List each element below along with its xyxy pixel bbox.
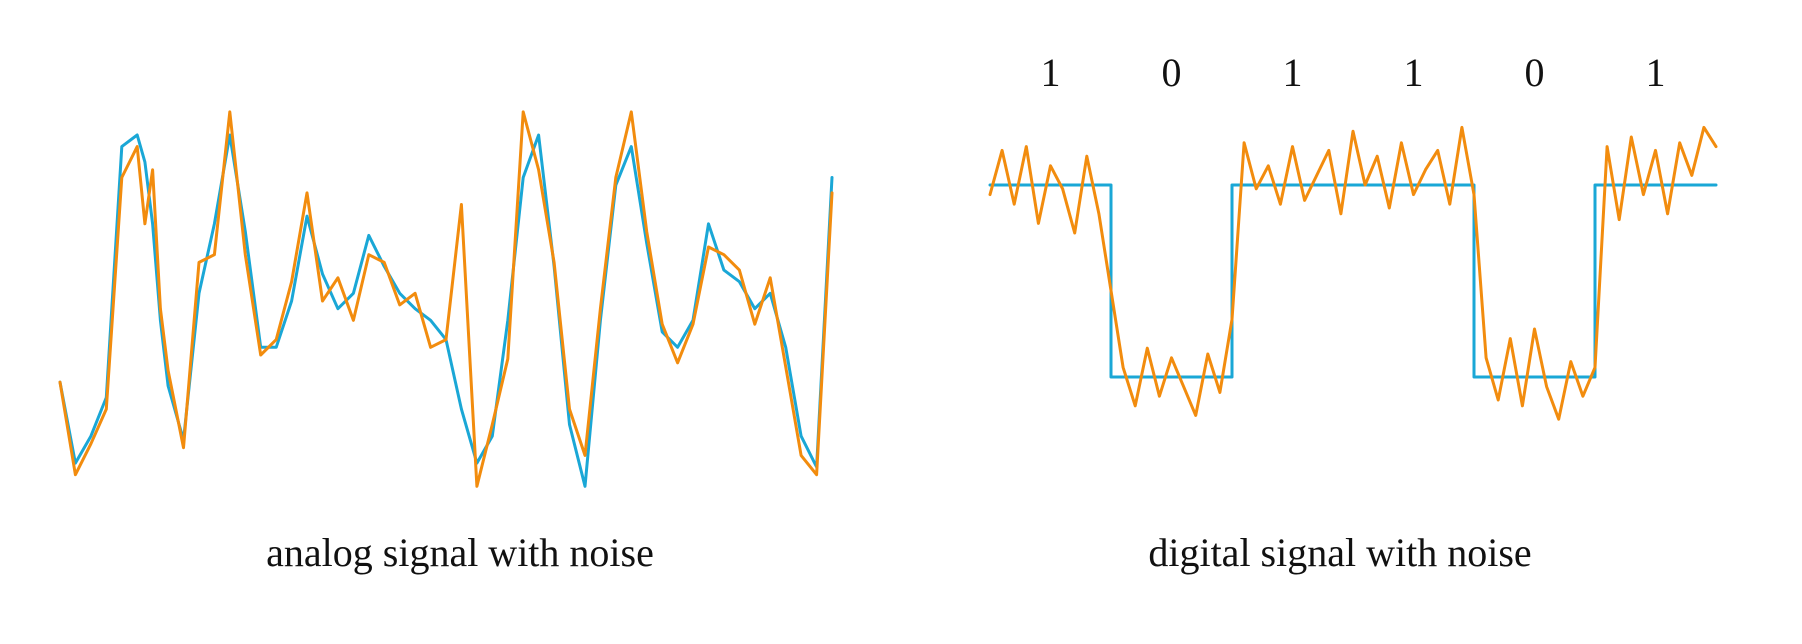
bit-label: 0	[1162, 50, 1182, 95]
bit-label: 0	[1525, 50, 1545, 95]
bit-label: 1	[1283, 50, 1303, 95]
bit-labels: 1 0 1 1 0 1	[1041, 50, 1666, 95]
analog-chart: analog signal with noise	[58, 110, 834, 575]
bit-label: 1	[1404, 50, 1424, 95]
bit-label: 1	[1041, 50, 1061, 95]
bit-label: 1	[1646, 50, 1666, 95]
digital-chart: 1 0 1 1 0 1 digital signal with noise	[988, 50, 1718, 575]
digital-chart-caption: digital signal with noise	[1148, 530, 1531, 575]
digital-clean-signal-line	[988, 183, 1718, 379]
analog-noisy-signal-line	[58, 110, 834, 488]
digital-noisy-signal-line	[988, 125, 1718, 421]
analog-clean-signal-line	[58, 133, 834, 488]
analog-chart-caption: analog signal with noise	[266, 530, 654, 575]
